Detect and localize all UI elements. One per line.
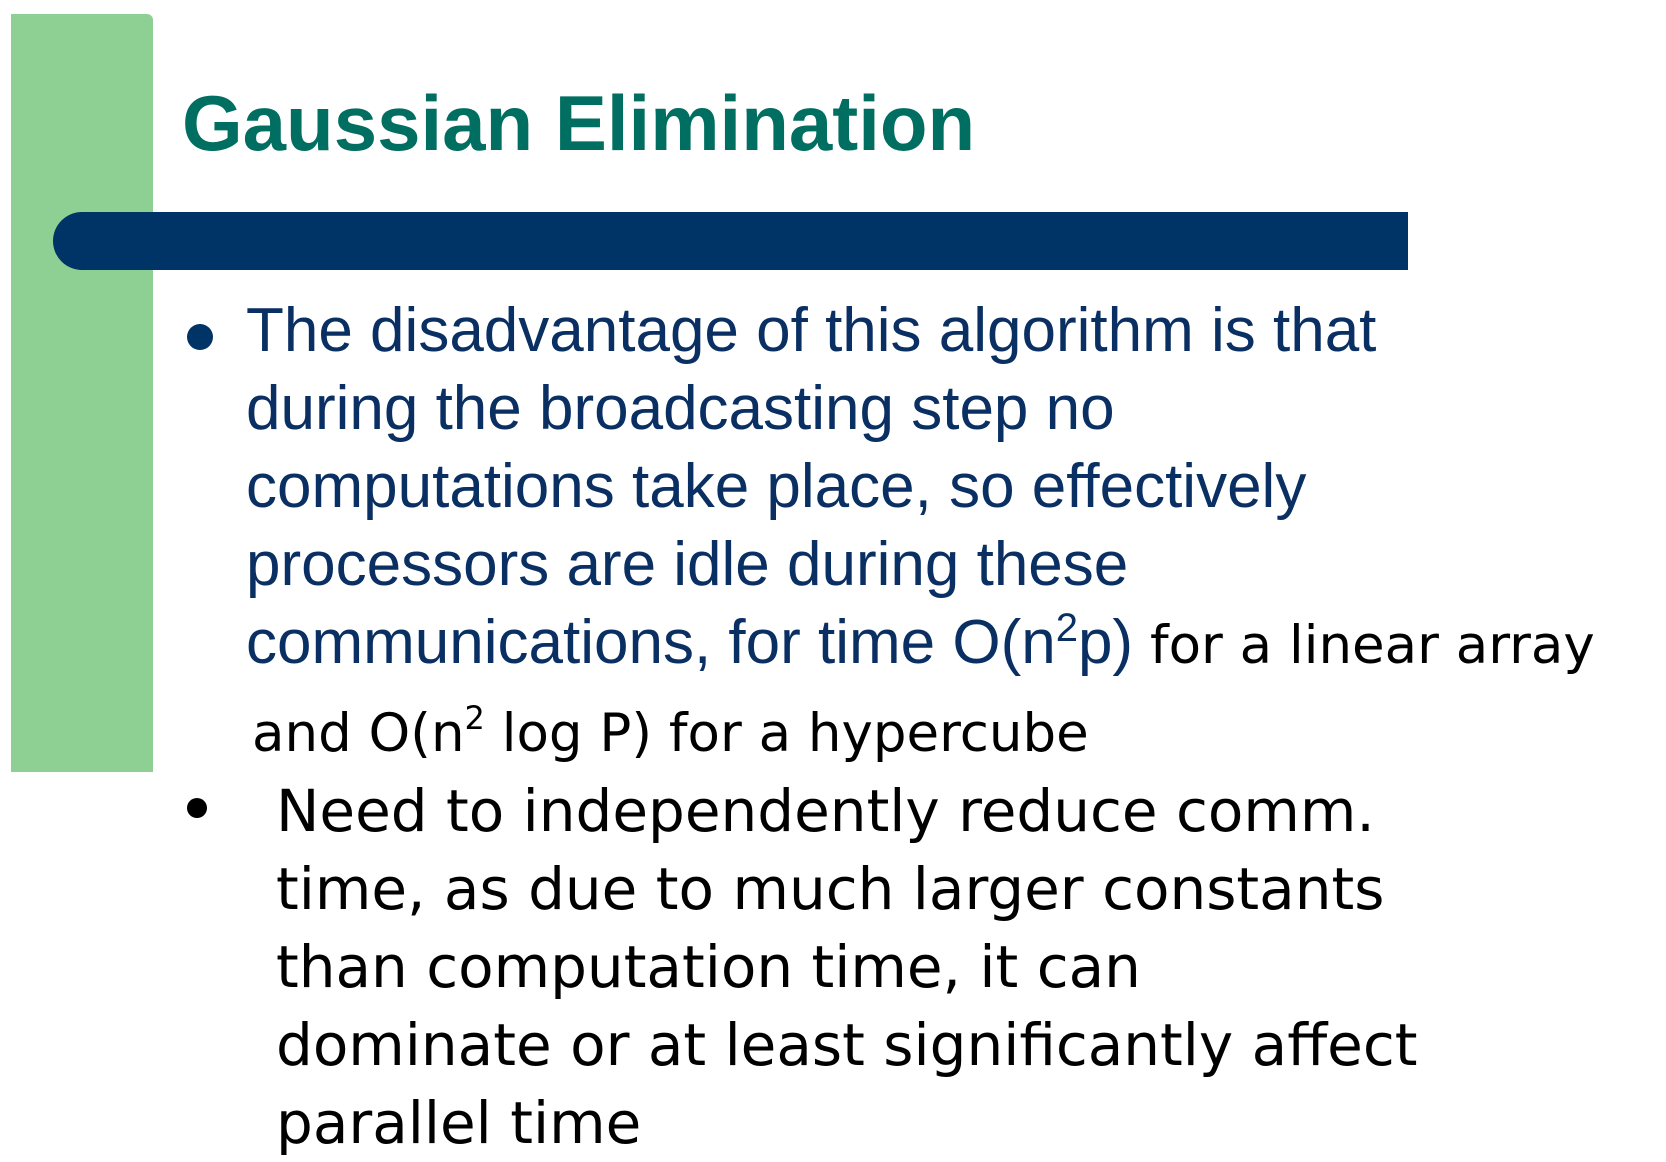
bullet-2-line-5: parallel time [276, 1089, 642, 1157]
bullet-1-line-5-start: communications, for time O(n [246, 608, 1056, 677]
bullet-dot-1 [187, 324, 213, 350]
bullet-2-line-4: dominate or at least significantly affec… [276, 1011, 1418, 1079]
title-rule-bar [53, 212, 1408, 270]
bullet-1-line-5: communications, for time O(n2p) for a li… [246, 604, 1666, 685]
bullet-2-line-2: time, as due to much larger constants [276, 855, 1385, 923]
bullet-1-line-3: computations take place, so effectively [246, 452, 1307, 521]
bullet-2: Need to independently reduce comm. time,… [276, 772, 1417, 1162]
bullet-1: The disadvantage of this algorithm is th… [246, 292, 1666, 685]
bullet-1-line-5-inserted-text: for a linear array [1133, 615, 1595, 676]
accent-strip [11, 14, 153, 772]
bullet-1-line-5-after-sup: p) [1077, 608, 1134, 677]
bullet-1-continuation: and O(n2 log P) for a hypercube [252, 702, 1089, 766]
bullet-2-line-1: Need to independently reduce comm. [276, 777, 1375, 845]
slide-title: Gaussian Elimination [182, 79, 976, 167]
continuation-start: and O(n [252, 703, 465, 764]
continuation-end: log P) for a hypercube [484, 703, 1089, 764]
bullet-dot-2 [187, 798, 207, 818]
bullet-1-line-4: processors are idle during these [246, 530, 1129, 599]
continuation-superscript: 2 [464, 699, 485, 737]
bullet-1-line-2: during the broadcasting step no [246, 374, 1115, 443]
bullet-1-line-1: The disadvantage of this algorithm is th… [246, 296, 1377, 365]
bullet-2-line-3: than computation time, it can [276, 933, 1141, 1001]
bullet-1-superscript: 2 [1055, 606, 1078, 650]
